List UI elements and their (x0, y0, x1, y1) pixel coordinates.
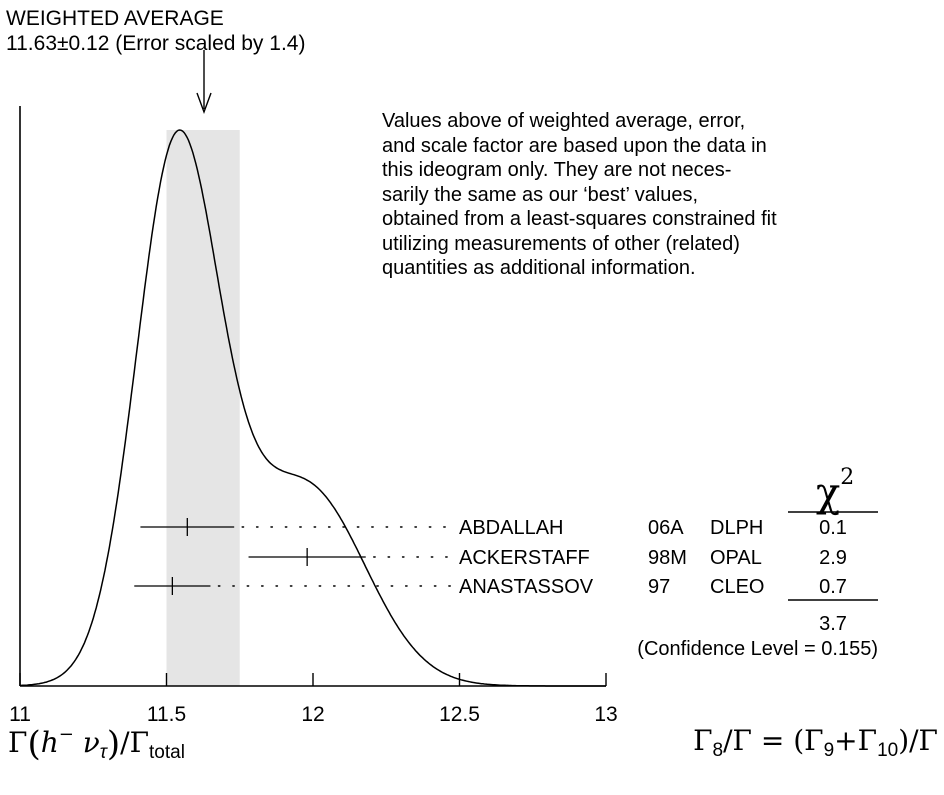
h-symbol: h (40, 726, 59, 759)
sub-9: 9 (823, 740, 835, 761)
row-chi2-0: 0.1 (819, 517, 847, 539)
total-subscript: total (149, 742, 185, 763)
row-author-2: ANASTASSOV (459, 576, 594, 598)
x-tick-label-12: 12 (301, 703, 324, 726)
confidence-level: (Confidence Level = 0.155) (637, 638, 878, 660)
row-author-1: ACKERSTAFF (459, 547, 590, 569)
chi2-total: 3.7 (819, 613, 847, 635)
x-tick-label-11: 11 (9, 703, 31, 726)
total-slash: /Γ (120, 726, 150, 759)
sub-8: 8 (712, 740, 724, 761)
chi2-power: 2 (840, 464, 855, 490)
row-year-0: 06A (648, 517, 684, 539)
gamma-8: Γ (693, 724, 713, 757)
row-chi2-2: 0.7 (819, 576, 847, 598)
ratio-plus: +Γ (834, 724, 878, 757)
x-tick-label-12.5: 12.5 (439, 703, 480, 726)
ratio-end: )/Γ (898, 724, 938, 757)
tau-subscript: τ (99, 742, 107, 763)
chi2-symbol: χ (816, 470, 841, 516)
nu-symbol: ν (73, 726, 100, 759)
row-author-0: ABDALLAH (459, 517, 564, 539)
row-year-2: 97 (648, 576, 670, 598)
row-year-1: 98M (648, 547, 687, 569)
minus-superscript: − (58, 724, 74, 745)
weighted-average-title: WEIGHTED AVERAGE (6, 7, 224, 30)
chi2-heading: χ2 (816, 465, 854, 516)
row-chi2-1: 2.9 (819, 547, 847, 569)
row-experiment-1: OPAL (710, 547, 762, 569)
quantity-label: Γ(h− ντ)/Γtotal (8, 724, 185, 764)
explanatory-note: Values above of weighted average, error,… (382, 110, 777, 279)
row-experiment-0: DLPH (710, 517, 763, 539)
x-tick-label-13: 13 (594, 703, 617, 726)
sub-10: 10 (877, 740, 899, 761)
x-tick-label-11.5: 11.5 (147, 703, 186, 726)
close-paren: ) (106, 724, 121, 764)
weighted-average-value: 11.63±0.12 (Error scaled by 1.4) (6, 32, 306, 55)
gamma-symbol: Γ (8, 726, 28, 759)
row-experiment-2: CLEO (710, 576, 764, 598)
ratio-label: Γ8/Γ = (Γ9+Γ10)/Γ (693, 724, 938, 762)
average-arrow (196, 50, 212, 115)
weighted-average-band (166, 130, 240, 686)
ratio-mid: /Γ = (Γ (723, 724, 824, 757)
open-paren: ( (27, 724, 41, 764)
